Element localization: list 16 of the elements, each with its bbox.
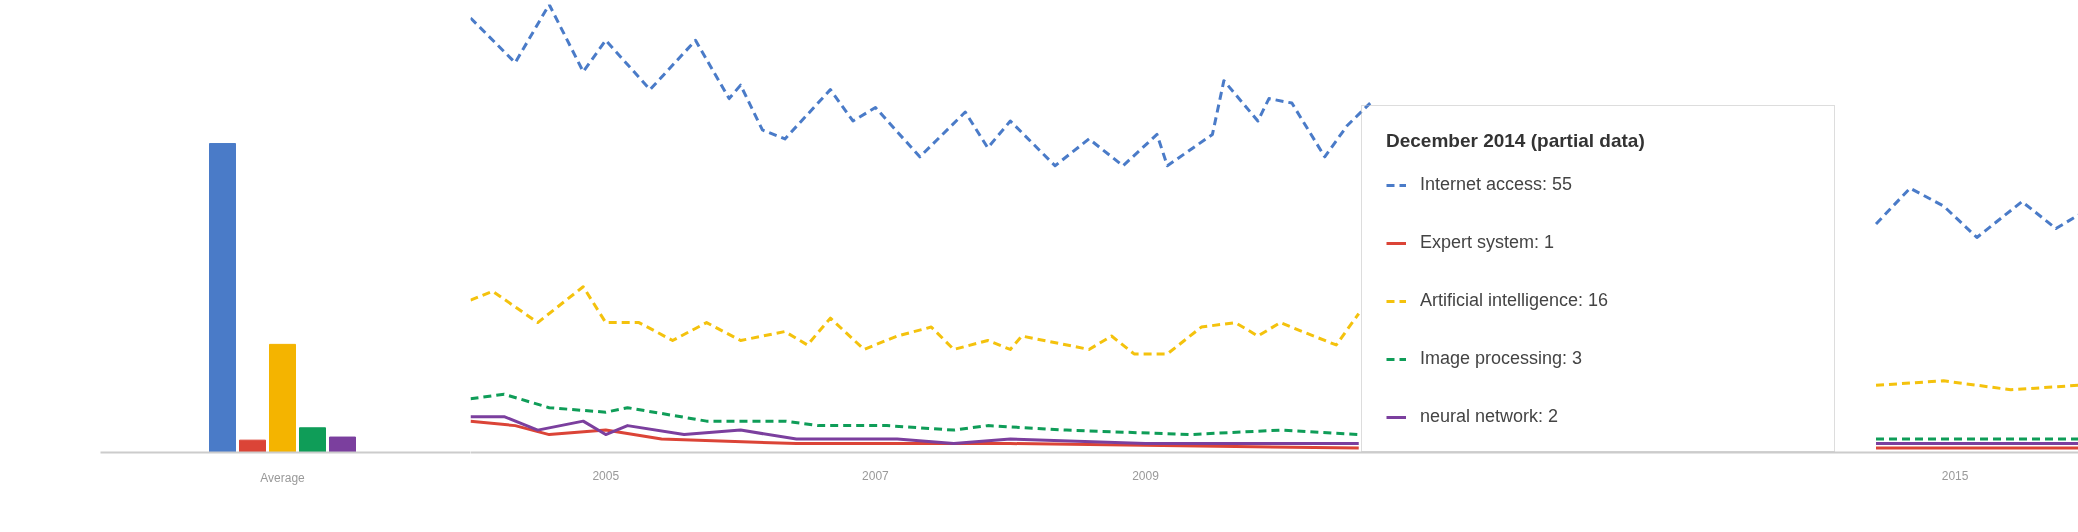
bar	[239, 439, 266, 453]
x-tick-label: Average	[260, 470, 306, 485]
x-tick-label: 2005	[592, 468, 620, 483]
bar	[209, 143, 236, 453]
legend-label: Image processing: 3	[1420, 348, 1584, 369]
legend-label: Internet access: 55	[1420, 174, 1574, 195]
legend-label: Artificial intelligence: 16	[1420, 290, 1610, 311]
legend-label: Expert system: 1	[1420, 232, 1556, 253]
bar	[269, 343, 296, 453]
bar	[329, 436, 356, 453]
x-tick-label: 2009	[1132, 468, 1160, 483]
x-tick-label: 2015	[1941, 468, 1969, 483]
legend-title: December 2014 (partial data)	[1386, 130, 1646, 152]
x-tick-label: 2007	[862, 468, 890, 483]
legend-label: neural network: 2	[1420, 406, 1560, 427]
bar	[299, 427, 326, 453]
